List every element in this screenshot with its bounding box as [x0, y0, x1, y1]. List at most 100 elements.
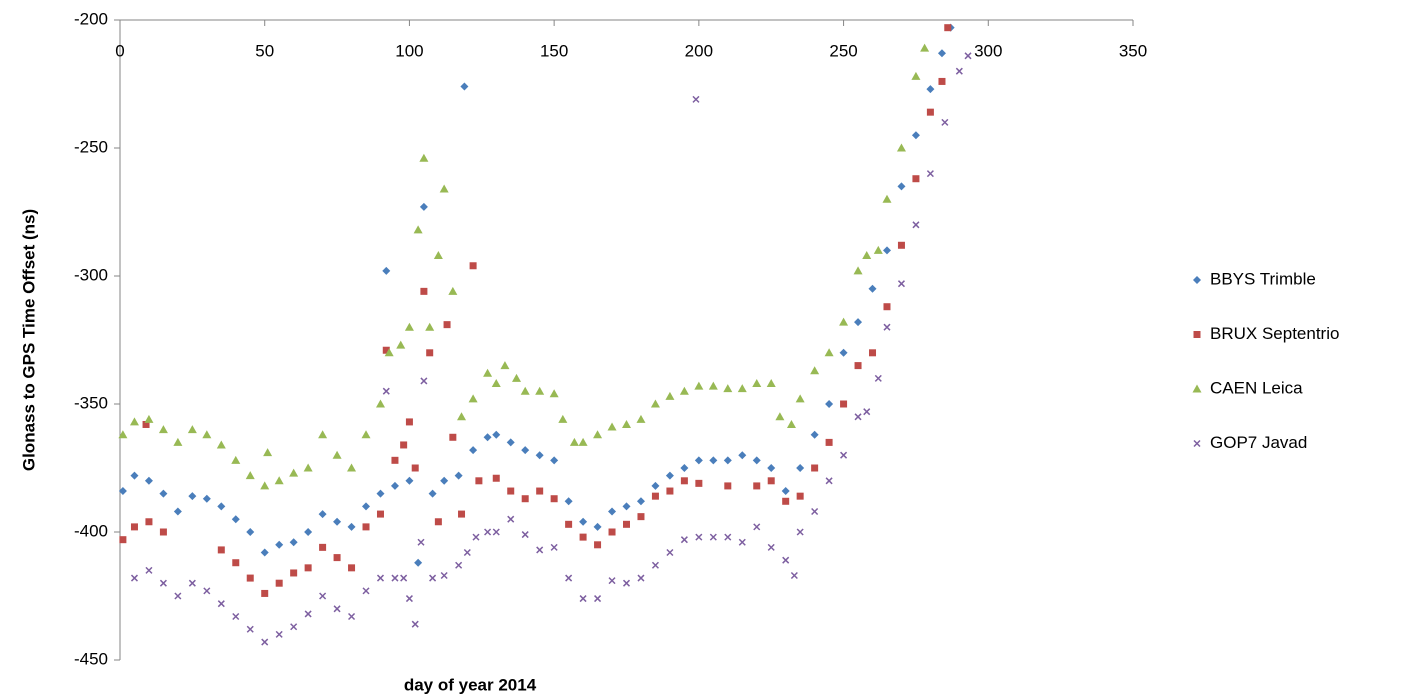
point [912, 221, 920, 229]
point [231, 455, 241, 464]
point [897, 280, 905, 288]
point [463, 548, 471, 557]
point [1192, 384, 1202, 393]
point [680, 536, 688, 544]
point [173, 507, 182, 516]
point [263, 448, 273, 457]
point [426, 349, 434, 357]
point [491, 379, 501, 388]
point [825, 400, 834, 408]
point [506, 438, 515, 447]
point [443, 321, 451, 329]
point [333, 554, 341, 562]
point [738, 451, 747, 460]
point [694, 381, 704, 390]
y-tick-label: -300 [74, 265, 108, 284]
point [564, 497, 573, 506]
point [825, 438, 833, 446]
legend-label: BBYS Trimble [1210, 269, 1316, 288]
point [695, 533, 703, 541]
point [521, 531, 529, 539]
x-tick-label: 100 [395, 41, 423, 60]
point [347, 463, 357, 472]
point [391, 574, 399, 582]
point [457, 412, 467, 421]
point [304, 610, 312, 618]
x-tick-label: 300 [974, 41, 1002, 60]
point [666, 548, 674, 557]
point [419, 202, 428, 211]
x-tick-label: 150 [540, 41, 568, 60]
point [1193, 439, 1201, 448]
x-tick-label: 50 [255, 41, 274, 60]
point [622, 502, 631, 511]
point [882, 246, 891, 255]
point [941, 118, 949, 126]
point [622, 579, 631, 587]
point [159, 528, 167, 536]
point [565, 520, 573, 528]
point [232, 612, 240, 621]
point [926, 170, 934, 178]
x-tick-label: 0 [115, 41, 124, 60]
point [417, 538, 425, 546]
point [405, 595, 413, 603]
point [594, 595, 602, 603]
point [507, 515, 515, 523]
point [593, 430, 603, 439]
point [536, 546, 544, 554]
point [651, 492, 659, 500]
point [775, 412, 785, 421]
point [304, 528, 313, 536]
point [318, 430, 328, 439]
point [920, 43, 930, 52]
point [187, 425, 197, 434]
point [608, 577, 616, 585]
y-tick-label: -400 [74, 521, 108, 540]
point [290, 569, 298, 577]
point [637, 574, 645, 582]
point [680, 477, 688, 485]
point [938, 77, 946, 85]
point [650, 399, 660, 408]
point [382, 387, 390, 395]
point [333, 517, 342, 526]
point [159, 579, 167, 587]
point [811, 464, 819, 472]
point [594, 541, 602, 549]
point [173, 437, 183, 446]
point [347, 522, 356, 531]
point [348, 612, 356, 621]
point [145, 566, 153, 574]
point [579, 517, 588, 526]
point [319, 592, 327, 600]
point [275, 630, 283, 638]
point [651, 561, 659, 569]
point [492, 474, 500, 482]
point [362, 523, 370, 531]
point [708, 381, 718, 390]
point [839, 317, 849, 326]
point [854, 318, 863, 327]
point [863, 408, 871, 416]
point [911, 71, 921, 80]
point [382, 266, 391, 275]
point [449, 433, 457, 441]
point [840, 400, 848, 408]
point [535, 386, 545, 395]
point [738, 538, 746, 546]
point [289, 538, 298, 547]
point [400, 574, 408, 582]
point [796, 528, 804, 536]
point [912, 175, 920, 183]
y-tick-label: -200 [74, 9, 108, 28]
point [926, 108, 934, 116]
point [507, 487, 515, 495]
point [944, 24, 952, 32]
point [535, 451, 544, 460]
point [130, 574, 139, 582]
point [873, 245, 883, 254]
point [839, 348, 848, 357]
point [579, 533, 587, 541]
